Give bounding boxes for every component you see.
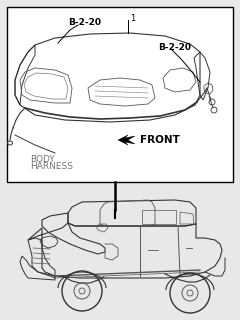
Polygon shape — [118, 135, 135, 145]
Bar — [7, 7, 233, 182]
Text: FRONT: FRONT — [140, 135, 180, 145]
Text: BODY: BODY — [30, 155, 55, 164]
Text: 1: 1 — [130, 13, 135, 22]
Text: B-2-20: B-2-20 — [68, 18, 101, 27]
Text: B-2-20: B-2-20 — [158, 43, 191, 52]
Text: HARNESS: HARNESS — [30, 162, 73, 171]
